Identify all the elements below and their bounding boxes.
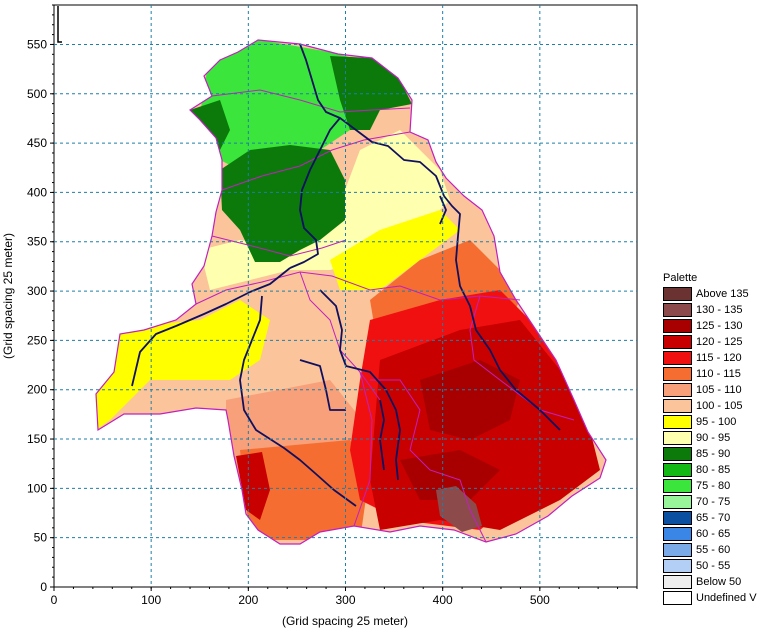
legend-item: Below 50 xyxy=(663,574,763,590)
zone-dark-red-south xyxy=(400,450,500,500)
legend-swatch xyxy=(663,511,692,525)
legend-swatch xyxy=(663,463,692,477)
legend-label: 60 - 65 xyxy=(696,528,731,540)
legend-label: 65 - 70 xyxy=(696,512,731,524)
legend-label: 85 - 90 xyxy=(696,448,731,460)
legend-label: 120 - 125 xyxy=(696,336,743,348)
legend-item: 50 - 55 xyxy=(663,558,763,574)
legend-swatch xyxy=(663,543,692,557)
legend-swatch xyxy=(663,527,692,541)
zone-light-green-north xyxy=(200,40,360,170)
legend-label: 125 - 130 xyxy=(696,320,743,332)
legend-label: 115 - 120 xyxy=(696,352,742,364)
y-axis-title: (Grid spacing 25 meter) xyxy=(1,233,15,359)
grid-lines xyxy=(54,5,637,587)
legend-label: 95 - 100 xyxy=(696,416,737,428)
corner-marker xyxy=(57,6,62,43)
x-tick-label: 0 xyxy=(51,593,58,607)
y-tick-label: 150 xyxy=(27,432,47,446)
legend-swatch xyxy=(663,495,692,509)
x-tick-label: 100 xyxy=(141,593,161,607)
legend-items: Above 135 130 - 135 125 - 130 120 - 125 115 … xyxy=(663,286,763,606)
zone-brown-south xyxy=(436,486,482,532)
x-axis-title: (Grid spacing 25 meter) xyxy=(282,614,408,628)
legend-label: 50 - 55 xyxy=(696,560,731,572)
legend-swatch xyxy=(663,415,692,429)
legend-item: 105 - 110 xyxy=(663,382,763,398)
x-tick-label: 200 xyxy=(238,593,258,607)
legend-label: 130 - 135 xyxy=(696,304,743,316)
legend-swatch xyxy=(663,351,692,365)
zone-dark-green-middle xyxy=(220,145,345,262)
zone-yellow-west xyxy=(96,300,270,430)
legend-item: 100 - 105 xyxy=(663,398,763,414)
legend-label: Above 135 xyxy=(696,288,749,300)
legend-swatch xyxy=(663,287,692,301)
legend: Palette Above 135 130 - 135 125 - 130 120 -… xyxy=(663,270,763,606)
legend-label: 55 - 60 xyxy=(696,544,731,556)
legend-label: 90 - 95 xyxy=(696,432,731,444)
y-tick-label: 300 xyxy=(27,284,47,298)
subbasin-boundaries xyxy=(195,89,575,543)
y-tick-label: 50 xyxy=(34,531,48,545)
zone-dark-green-left xyxy=(190,100,230,150)
zone-red-southwest xyxy=(236,452,270,520)
legend-swatch xyxy=(663,367,692,381)
legend-item: 90 - 95 xyxy=(663,430,763,446)
legend-label: Below 50 xyxy=(696,576,742,588)
x-tick-label: 400 xyxy=(433,593,453,607)
legend-label: 75 - 80 xyxy=(696,480,731,492)
axis-ticks: 0 100 200 300 400 500 0 50 100 150 200 250 300 350 400… xyxy=(27,4,638,607)
legend-swatch xyxy=(663,383,692,397)
legend-swatch xyxy=(663,575,692,589)
x-tick-label: 500 xyxy=(530,593,550,607)
legend-label: 100 - 105 xyxy=(696,400,743,412)
zone-orange-west xyxy=(240,440,370,540)
legend-swatch xyxy=(663,479,692,493)
legend-item: 60 - 65 xyxy=(663,526,763,542)
legend-label: 80 - 85 xyxy=(696,464,731,476)
legend-swatch xyxy=(663,559,692,573)
legend-item: Above 135 xyxy=(663,286,763,302)
legend-item: 55 - 60 xyxy=(663,542,763,558)
legend-item: 120 - 125 xyxy=(663,334,763,350)
legend-item: 110 - 115 xyxy=(663,366,763,382)
y-tick-label: 450 xyxy=(27,136,47,150)
y-tick-label: 550 xyxy=(27,37,47,51)
legend-item: 75 - 80 xyxy=(663,478,763,494)
legend-label: 105 - 110 xyxy=(696,384,742,396)
y-tick-label: 350 xyxy=(27,235,47,249)
legend-swatch xyxy=(663,335,692,349)
x-tick-label: 300 xyxy=(335,593,355,607)
y-tick-label: 0 xyxy=(40,580,47,594)
legend-label: 70 - 75 xyxy=(696,496,731,508)
zone-dark-red-core xyxy=(420,360,520,440)
legend-item: 95 - 100 xyxy=(663,414,763,430)
legend-item: 130 - 135 xyxy=(663,302,763,318)
y-tick-label: 200 xyxy=(27,383,47,397)
y-tick-label: 400 xyxy=(27,185,47,199)
legend-item: 125 - 130 xyxy=(663,318,763,334)
legend-item: Undefined V xyxy=(663,590,763,606)
legend-swatch xyxy=(663,447,692,461)
legend-swatch xyxy=(663,303,692,317)
legend-item: 115 - 120 xyxy=(663,350,763,366)
legend-item: 65 - 70 xyxy=(663,510,763,526)
legend-swatch xyxy=(663,399,692,413)
legend-swatch xyxy=(663,319,692,333)
legend-swatch xyxy=(663,591,692,605)
legend-item: 70 - 75 xyxy=(663,494,763,510)
legend-swatch xyxy=(663,431,692,445)
legend-label: 110 - 115 xyxy=(696,368,741,380)
y-tick-label: 250 xyxy=(27,333,47,347)
y-tick-label: 100 xyxy=(27,481,47,495)
legend-item: 85 - 90 xyxy=(663,446,763,462)
basin-outline xyxy=(95,39,607,545)
legend-label: Undefined V xyxy=(696,592,757,604)
legend-item: 80 - 85 xyxy=(663,462,763,478)
zone-yellow-center xyxy=(330,210,460,290)
y-tick-label: 500 xyxy=(27,87,47,101)
legend-title: Palette xyxy=(663,272,698,284)
